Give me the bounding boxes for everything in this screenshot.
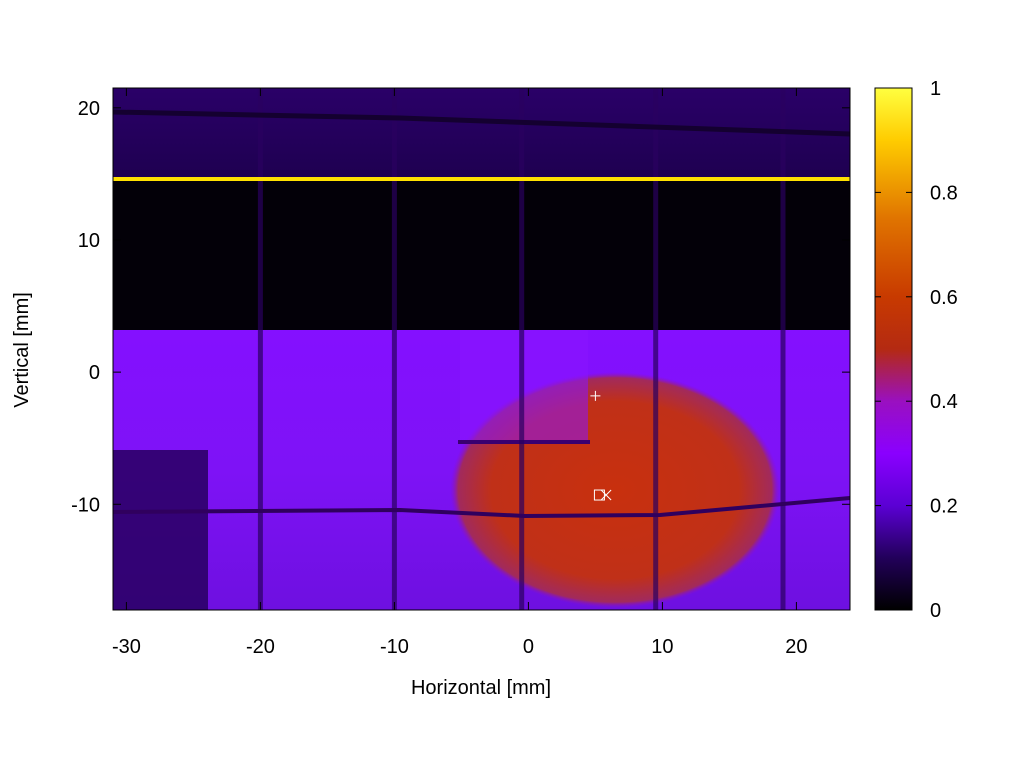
x-tick-label: -20 bbox=[246, 636, 275, 658]
marker-plus bbox=[590, 390, 601, 401]
y-tick-label: 10 bbox=[78, 230, 100, 252]
vertical-grid-shadows bbox=[257, 88, 786, 610]
marker-cross bbox=[600, 489, 612, 501]
y-axis-label: Vertical [mm] bbox=[11, 292, 33, 408]
x-tick-label: 20 bbox=[785, 636, 807, 658]
colorbar-tick-label: 0.4 bbox=[930, 391, 958, 413]
x-axis-ticks: -30 -20 -10 0 10 20 bbox=[112, 88, 808, 658]
y-tick-label: 0 bbox=[89, 362, 100, 384]
x-axis-label: Horizontal [mm] bbox=[411, 677, 551, 699]
heatmap-image bbox=[113, 88, 850, 610]
marker-square bbox=[593, 489, 605, 501]
x-tick-label: 0 bbox=[523, 636, 534, 658]
plot-frame bbox=[112, 87, 851, 611]
markers bbox=[590, 390, 612, 501]
dark-left-corner bbox=[113, 450, 208, 610]
x-tick-label: 10 bbox=[651, 636, 673, 658]
horizontal-shadow-line bbox=[113, 496, 850, 519]
colorbar-tick-label: 1 bbox=[930, 78, 941, 100]
colorbar-tick-label: 0 bbox=[930, 600, 941, 622]
x-tick-label: -10 bbox=[380, 636, 409, 658]
colorbar-ticks: 0 0.2 0.4 0.6 0.8 1 bbox=[875, 78, 958, 622]
colorbar-tick-label: 0.8 bbox=[930, 182, 958, 204]
y-axis-ticks: -10 0 10 20 bbox=[71, 98, 850, 516]
y-tick-label: -10 bbox=[71, 494, 100, 516]
dark-band bbox=[113, 180, 850, 330]
colorbar-tick-label: 0.2 bbox=[930, 496, 958, 518]
colorbar bbox=[874, 87, 913, 611]
y-tick-label: 20 bbox=[78, 98, 100, 120]
top-band bbox=[113, 88, 850, 180]
x-tick-label: -30 bbox=[112, 636, 141, 658]
colorbar-tick-label: 0.6 bbox=[930, 287, 958, 309]
top-shadow-line bbox=[113, 109, 850, 137]
